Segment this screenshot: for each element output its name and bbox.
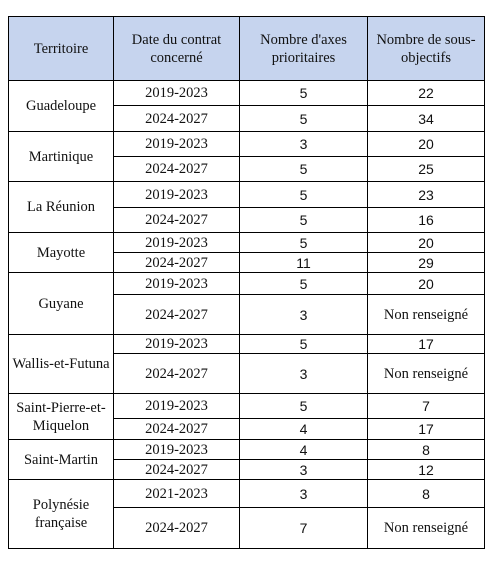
table-row: Polynésie française 2021-2023 3 8 <box>8 479 485 549</box>
table-row: Saint-Martin 2019-2023 4 8 <box>8 439 485 480</box>
sub-objectives-cell: 25 <box>367 156 485 182</box>
sub-objectives-cell: 8 <box>367 479 485 508</box>
header-sub-objectives: Nombre de sous-objectifs <box>367 16 485 81</box>
sub-objectives-cell: 34 <box>367 105 485 132</box>
contract-date-cell: 2019-2023 <box>113 181 240 208</box>
table-row: Guyane 2019-2023 5 20 <box>8 272 485 335</box>
table-body: Guadeloupe 2019-2023 5 22 2024-2027 5 34 Martin… <box>8 80 485 549</box>
priority-axes-cell: 3 <box>239 479 368 508</box>
priority-axes-cell: 11 <box>239 252 368 273</box>
sub-objectives-cell: 7 <box>367 393 485 419</box>
sub-objectives-cell: 17 <box>367 334 485 354</box>
territory-cell: Wallis-et-Futuna <box>8 334 114 394</box>
territory-cell: Guyane <box>8 272 114 335</box>
sub-objectives-cell: 20 <box>367 131 485 157</box>
table-row: Guadeloupe 2019-2023 5 22 <box>8 80 485 132</box>
sub-objectives-cell: 20 <box>367 272 485 295</box>
table-row: Saint-Pierre-et-Miquelon 2019-2023 5 7 <box>8 393 485 440</box>
contract-date-cell: 2024-2027 <box>113 507 240 549</box>
priority-axes-cell: 5 <box>239 207 368 233</box>
priority-axes-cell: 5 <box>239 156 368 182</box>
sub-objectives-cell: 17 <box>367 418 485 440</box>
contract-date-cell: 2024-2027 <box>113 156 240 182</box>
territory-cell: Mayotte <box>8 232 114 273</box>
sub-objectives-cell: 12 <box>367 459 485 480</box>
contract-date-cell: 2024-2027 <box>113 353 240 394</box>
header-contract-date: Date du contrat concerné <box>113 16 240 81</box>
sub-objectives-cell: 23 <box>367 181 485 208</box>
sub-objectives-cell: 8 <box>367 439 485 460</box>
priority-axes-cell: 5 <box>239 334 368 354</box>
contract-date-cell: 2024-2027 <box>113 252 240 273</box>
priority-axes-cell: 3 <box>239 294 368 335</box>
territory-cell: Polynésie française <box>8 479 114 549</box>
priority-axes-cell: 5 <box>239 232 368 253</box>
priority-axes-cell: 5 <box>239 80 368 106</box>
priority-axes-cell: 5 <box>239 181 368 208</box>
table-row: 2024-2027 3 Non renseigné <box>9 294 485 335</box>
header-priority-axes: Nombre d'axes prioritaires <box>239 16 368 81</box>
territory-cell: Saint-Martin <box>8 439 114 480</box>
priority-axes-cell: 5 <box>239 105 368 132</box>
sub-objectives-cell: Non renseigné <box>367 507 485 549</box>
territory-cell: Saint-Pierre-et-Miquelon <box>8 393 114 440</box>
territory-cell: Martinique <box>8 131 114 182</box>
priority-axes-cell: 4 <box>239 418 368 440</box>
priority-axes-cell: 3 <box>239 131 368 157</box>
contract-date-cell: 2019-2023 <box>113 272 240 295</box>
table-row: 2024-2027 7 Non renseigné <box>9 507 485 549</box>
contract-date-cell: 2024-2027 <box>113 418 240 440</box>
priority-axes-cell: 5 <box>239 393 368 419</box>
priority-axes-cell: 3 <box>239 459 368 480</box>
contract-date-cell: 2019-2023 <box>113 131 240 157</box>
contract-date-cell: 2024-2027 <box>113 105 240 132</box>
sub-objectives-cell: 29 <box>367 252 485 273</box>
contract-date-cell: 2019-2023 <box>113 439 240 460</box>
table-row: La Réunion 2019-2023 5 23 <box>8 181 485 233</box>
sub-objectives-cell: Non renseigné <box>367 353 485 394</box>
contract-date-cell: 2024-2027 <box>113 207 240 233</box>
priority-axes-cell: 4 <box>239 439 368 460</box>
contract-date-cell: 2024-2027 <box>113 459 240 480</box>
header-row: Territoire Date du contrat concerné Nomb… <box>8 16 485 81</box>
table-row: 2024-2027 5 34 <box>9 105 485 132</box>
contract-date-cell: 2021-2023 <box>113 479 240 508</box>
priority-axes-cell: 7 <box>239 507 368 549</box>
table-row: 2024-2027 3 12 <box>9 459 485 480</box>
contract-date-cell: 2019-2023 <box>113 334 240 354</box>
contracts-table: Territoire Date du contrat concerné Nomb… <box>8 16 485 549</box>
sub-objectives-cell: Non renseigné <box>367 294 485 335</box>
table-row: Mayotte 2019-2023 5 20 <box>8 232 485 273</box>
contract-date-cell: 2024-2027 <box>113 294 240 335</box>
table-row: Wallis-et-Futuna 2019-2023 5 17 <box>8 334 485 394</box>
territory-cell: La Réunion <box>8 181 114 233</box>
sub-objectives-cell: 20 <box>367 232 485 253</box>
priority-axes-cell: 5 <box>239 272 368 295</box>
priority-axes-cell: 3 <box>239 353 368 394</box>
sub-objectives-cell: 22 <box>367 80 485 106</box>
header-territory: Territoire <box>8 16 114 81</box>
contract-date-cell: 2019-2023 <box>113 232 240 253</box>
contract-date-cell: 2019-2023 <box>113 393 240 419</box>
table-row: 2024-2027 4 17 <box>9 418 485 440</box>
territory-cell: Guadeloupe <box>8 80 114 132</box>
sub-objectives-cell: 16 <box>367 207 485 233</box>
table-row: Martinique 2019-2023 3 20 <box>8 131 485 182</box>
contract-date-cell: 2019-2023 <box>113 80 240 106</box>
